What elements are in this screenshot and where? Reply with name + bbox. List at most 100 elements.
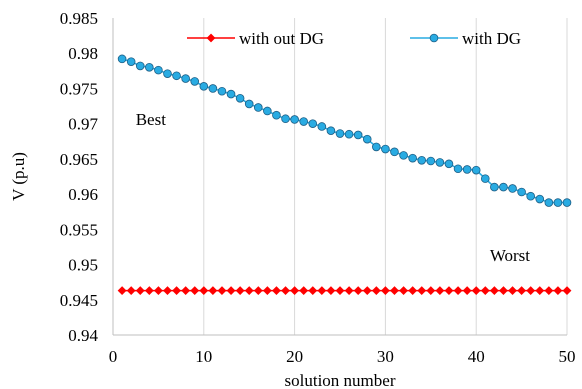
series-with-dg	[117, 54, 572, 207]
data-point	[290, 115, 299, 124]
data-point	[126, 57, 136, 66]
x-tick-label: 10	[195, 347, 212, 366]
data-point	[408, 153, 417, 163]
x-tick-label: 0	[109, 347, 118, 366]
data-point	[453, 164, 463, 174]
legend-label: with out DG	[239, 29, 324, 48]
data-point	[244, 286, 254, 296]
data-point	[544, 286, 554, 296]
x-tick-label: 50	[559, 347, 576, 366]
data-point	[480, 286, 490, 296]
data-point	[553, 286, 563, 296]
data-point	[399, 286, 408, 296]
data-point	[199, 82, 209, 91]
y-tick-label: 0.945	[60, 291, 98, 310]
y-tick-label: 0.94	[68, 326, 98, 345]
data-point	[326, 286, 336, 296]
x-axis-title: solution number	[285, 371, 396, 389]
data-point	[544, 198, 554, 207]
data-point	[217, 286, 227, 296]
data-point	[344, 286, 354, 296]
y-tick-label: 0.95	[68, 256, 98, 275]
data-point	[380, 286, 390, 296]
axes: 0.94 0.945 0.95 0.955 0.96 0.965 0.97 0.975 0.98…	[9, 9, 576, 389]
data-point	[399, 151, 408, 160]
legend-marker	[429, 33, 439, 43]
y-tick-label: 0.965	[60, 150, 98, 169]
y-axis-title: V (p.u)	[9, 152, 28, 201]
data-point	[135, 286, 145, 296]
data-point	[117, 54, 127, 64]
y-tick-label: 0.955	[60, 220, 98, 239]
data-point	[362, 134, 372, 144]
data-point	[172, 71, 181, 81]
data-point	[163, 69, 172, 78]
data-point	[290, 286, 300, 296]
data-point	[426, 156, 436, 166]
data-point	[390, 286, 399, 296]
data-point	[490, 182, 499, 192]
data-point	[190, 286, 200, 296]
annotation-worst: Worst	[490, 246, 530, 265]
data-point	[517, 286, 527, 296]
data-point	[317, 122, 327, 131]
data-point	[154, 65, 163, 75]
data-point	[190, 77, 200, 86]
data-point	[326, 126, 336, 136]
data-point	[535, 286, 545, 296]
data-point	[517, 187, 526, 197]
data-point	[508, 184, 517, 193]
data-point	[235, 94, 245, 103]
data-point	[272, 110, 281, 120]
legend-label: with DG	[462, 29, 521, 48]
data-point	[535, 194, 545, 204]
data-point	[489, 286, 499, 296]
data-point	[299, 117, 308, 126]
data-point	[117, 286, 127, 296]
data-point	[235, 286, 245, 296]
data-point	[508, 286, 517, 296]
grid	[203, 18, 568, 335]
data-point	[390, 147, 399, 157]
data-point	[208, 84, 218, 93]
data-point	[362, 286, 372, 296]
legend-item: with out DG	[187, 29, 324, 48]
data-point	[281, 114, 290, 124]
data-point	[299, 286, 309, 296]
data-point	[208, 286, 218, 296]
data-point	[372, 142, 381, 152]
data-point	[262, 286, 272, 296]
series-with-out-dg	[117, 286, 572, 296]
data-point	[244, 99, 254, 109]
series-group	[117, 54, 572, 296]
data-point	[226, 89, 236, 99]
y-tick-label: 0.98	[68, 44, 98, 63]
data-point	[217, 86, 227, 96]
data-point	[253, 103, 263, 112]
data-point	[562, 286, 572, 296]
data-point	[335, 286, 345, 296]
legend-item: with DG	[410, 29, 521, 48]
data-point	[317, 286, 327, 296]
data-point	[144, 286, 154, 296]
data-point	[126, 286, 136, 296]
data-point	[145, 63, 154, 72]
data-point	[344, 129, 354, 139]
data-point	[181, 286, 191, 296]
data-point	[499, 182, 508, 192]
x-tick-label: 20	[286, 347, 303, 366]
x-tick-label: 30	[377, 347, 394, 366]
data-point	[353, 286, 363, 296]
data-point	[553, 198, 563, 207]
data-point	[381, 144, 390, 154]
x-tick-label: 40	[468, 347, 485, 366]
data-point	[471, 286, 481, 296]
y-tick-label: 0.96	[68, 185, 98, 204]
y-tick-label: 0.975	[60, 79, 98, 98]
data-point	[417, 286, 427, 296]
legend: with out DG with DG	[187, 29, 521, 48]
data-point	[163, 286, 172, 296]
data-point	[562, 198, 572, 207]
